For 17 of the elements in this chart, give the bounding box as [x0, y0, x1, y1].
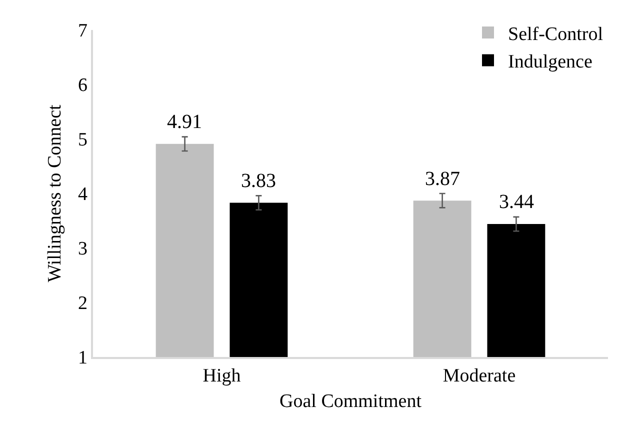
data-label: 3.83	[241, 170, 276, 192]
y-tick-label: 6	[78, 75, 88, 96]
data-label: 4.91	[167, 111, 202, 133]
y-axis-title: Willingness to Connect	[44, 104, 66, 282]
x-tick-label: High	[202, 366, 242, 387]
y-tick-label: 4	[78, 184, 88, 206]
y-tick-label: 5	[78, 130, 88, 151]
x-tick-label: Moderate	[442, 366, 516, 387]
legend-label: Self-Control	[508, 24, 603, 45]
y-tick-label: 3	[78, 238, 88, 260]
y-tick-label: 1	[78, 348, 88, 369]
data-label: 3.44	[499, 191, 534, 213]
legend-label: Indulgence	[508, 52, 592, 73]
y-tick-label: 2	[78, 293, 88, 314]
data-label: 3.87	[425, 168, 460, 190]
x-axis-title: Goal Commitment	[280, 390, 422, 412]
y-tick-label: 7	[78, 20, 88, 42]
